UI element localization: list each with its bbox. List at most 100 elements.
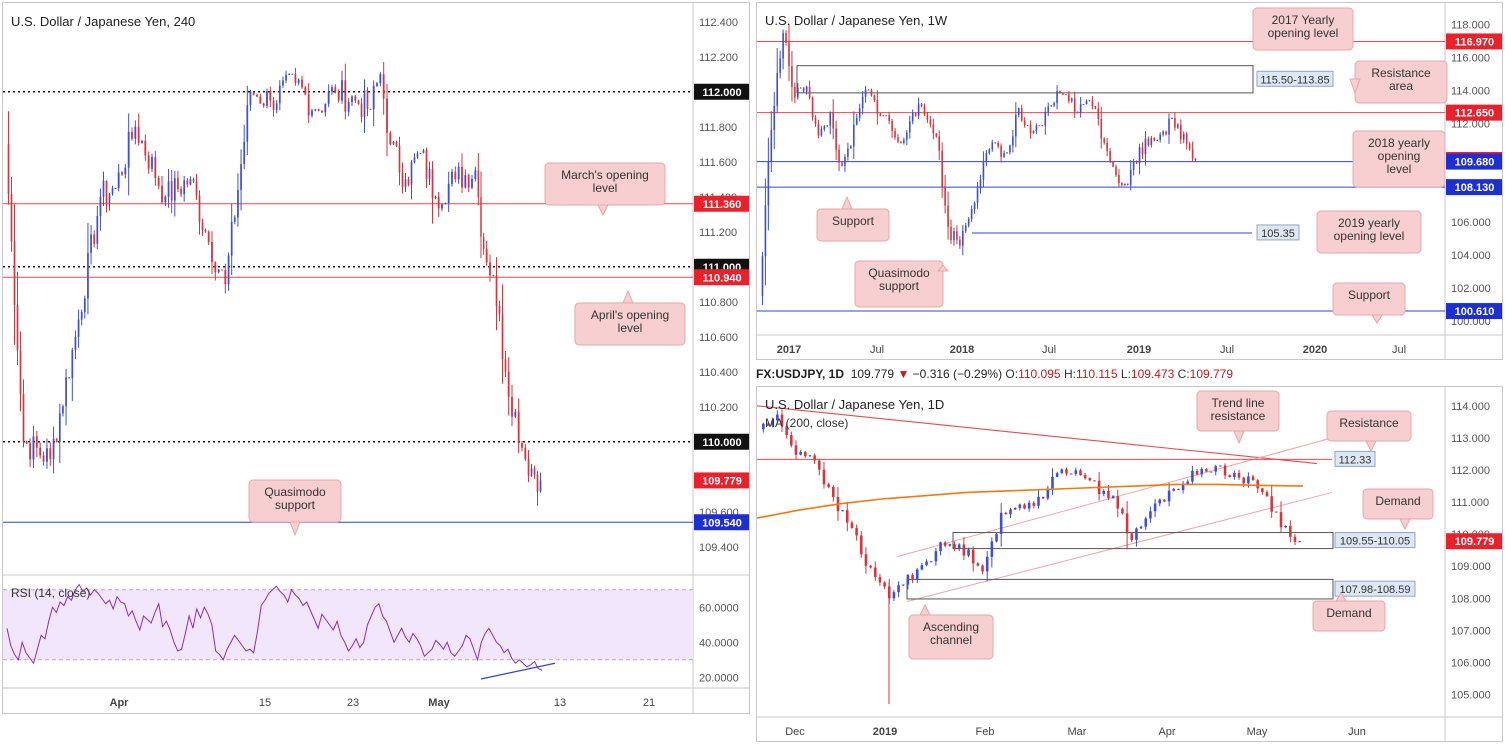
d-candle [1251, 476, 1255, 481]
w-candle [870, 89, 873, 96]
h4-candle [507, 371, 510, 397]
w-candle [897, 137, 899, 142]
d-candle [1158, 499, 1162, 504]
h4-candle [471, 178, 473, 188]
w-candle [964, 225, 967, 232]
d-note-trendline-pointer [1233, 430, 1245, 445]
w-note-2019-text: 2019 yearly [1338, 216, 1400, 230]
w-candle [929, 119, 932, 125]
h4-candle [121, 172, 123, 175]
w-candle [908, 121, 911, 133]
h4-candle [177, 178, 179, 189]
w-candle [879, 113, 882, 116]
h4-candle [90, 234, 92, 253]
w-candle [1177, 124, 1179, 128]
weekly-chart[interactable]: 118.000116.000114.000112.000110.000108.0… [757, 3, 1503, 360]
d-ma-line [757, 483, 1304, 519]
w-candle [823, 126, 826, 130]
d-candle [1060, 469, 1064, 474]
w-price-tag: 109.680 [1455, 157, 1495, 169]
h4-candle [230, 221, 233, 256]
w-note-2017-text: 2017 Yearly [1272, 13, 1335, 27]
h4-candle [243, 141, 246, 165]
w-candle [1035, 125, 1038, 131]
w-candle [779, 58, 781, 74]
h4-candle [369, 108, 372, 110]
w-candle [1185, 133, 1188, 144]
w-candle [802, 87, 805, 92]
w-candle [997, 142, 999, 147]
daily-chart-panel[interactable]: 114.000113.000112.000111.000110.000109.0… [756, 386, 1503, 742]
d-candle [1013, 507, 1017, 510]
d-candle [1247, 476, 1250, 484]
w-candle [852, 124, 855, 147]
w-candle [1041, 125, 1044, 127]
h4-candle [134, 126, 137, 139]
h4-candle [386, 98, 388, 133]
d-candle [892, 592, 896, 599]
d-note-trendline-text: resistance [1211, 409, 1266, 423]
d-candle [897, 585, 900, 593]
close-value: 109.779 [1189, 367, 1234, 381]
w-candle [1047, 106, 1050, 112]
w-candle [838, 149, 840, 163]
h4-candle [437, 196, 440, 209]
daily-chart[interactable]: 114.000113.000112.000111.000110.000109.0… [757, 387, 1503, 742]
h4-candle [269, 91, 272, 101]
d-candle [1293, 536, 1297, 542]
w-resistance-zone [796, 65, 1254, 94]
h4-candle [441, 204, 443, 209]
w-qm-label-bg [1256, 224, 1300, 241]
w-candle [858, 108, 861, 118]
w-candle [1032, 130, 1035, 134]
h4-note-april-text: level [618, 321, 643, 335]
w-candle [820, 129, 823, 136]
w-candle [773, 105, 776, 131]
d-candle [1051, 476, 1054, 490]
h4-note-quasimodo-text: Quasimodo [264, 485, 326, 499]
w-candle [1062, 92, 1064, 95]
h4-candle [536, 474, 539, 492]
h4-chart-panel[interactable]: 112.400112.200112.000111.800111.600111.4… [2, 2, 750, 714]
h4-candle [108, 194, 111, 204]
w-candle [817, 123, 820, 136]
w-candle [764, 205, 767, 257]
w-candle [799, 87, 802, 89]
w-candle [835, 128, 837, 150]
h4-candle [25, 441, 28, 444]
h4-candle [327, 91, 330, 104]
h4-price-tag-bg [694, 195, 749, 212]
d-candle [1023, 504, 1026, 509]
w-candle [920, 104, 923, 107]
w-candle [1103, 138, 1106, 143]
h4-y-tick: 111.600 [699, 157, 737, 169]
h4-candle [434, 196, 437, 199]
d-note-demand-top-text: Demand [1375, 494, 1420, 508]
h4-note-quasimodo-pointer [289, 521, 301, 537]
d-candle [832, 486, 835, 498]
h4-candle [7, 144, 10, 195]
w-candle [1162, 131, 1164, 135]
h4-candle [10, 194, 13, 242]
h4-candle [331, 87, 333, 92]
w-note-2017-box [1252, 7, 1354, 51]
h4-candle [62, 406, 64, 414]
w-candle [761, 256, 764, 296]
h4-candle [354, 96, 357, 101]
d-note-demand-bottom-box [1312, 600, 1386, 632]
d-candle [1046, 489, 1050, 499]
h4-chart[interactable]: 112.400112.200112.000111.800111.600111.4… [3, 3, 750, 714]
w-price-tag-bg [1446, 153, 1502, 170]
low-value: 109.473 [1130, 367, 1175, 381]
h4-candle [137, 126, 140, 143]
d-candle [1009, 509, 1012, 515]
h4-candle [99, 196, 102, 217]
rsi-y-tick: 40.0000 [699, 637, 739, 649]
w-candle [894, 131, 896, 138]
h4-price-tag: 109.779 [702, 475, 742, 487]
d-candle [1228, 475, 1231, 478]
w-note-2019-box [1316, 210, 1422, 254]
d-y-tick: 114.000 [1451, 401, 1490, 413]
weekly-chart-panel[interactable]: 118.000116.000114.000112.000110.000108.0… [756, 2, 1503, 360]
d-candle [827, 484, 830, 487]
